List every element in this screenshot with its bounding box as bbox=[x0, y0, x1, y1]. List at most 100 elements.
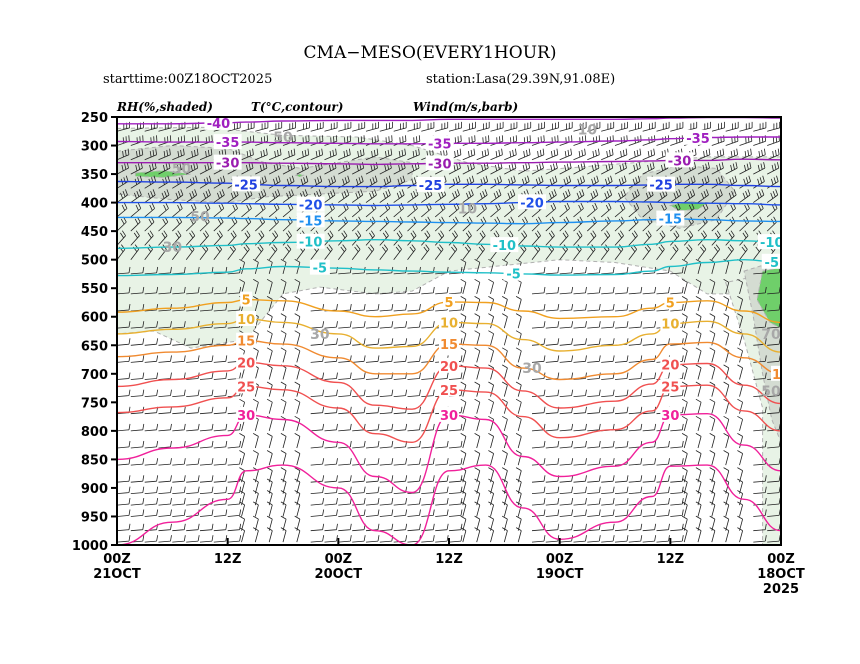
wind-barb bbox=[780, 173, 781, 175]
wind-barb bbox=[515, 415, 522, 432]
wind-barb bbox=[559, 486, 574, 494]
wind-barb bbox=[294, 258, 301, 275]
wind-barb bbox=[488, 433, 494, 449]
wind-barb bbox=[282, 121, 296, 132]
wind-barb bbox=[199, 202, 211, 218]
wind-barb bbox=[144, 286, 159, 295]
wind-barb bbox=[766, 189, 779, 203]
wind-barb bbox=[725, 244, 734, 260]
wind-barb bbox=[186, 148, 199, 161]
wind-barb bbox=[600, 230, 611, 246]
wind-barb bbox=[656, 244, 665, 260]
wind-barb bbox=[695, 313, 702, 329]
wind-barb bbox=[199, 372, 214, 380]
wind-barb bbox=[310, 458, 325, 466]
y-tick-label: 850 bbox=[81, 453, 108, 468]
wind-barb bbox=[144, 175, 157, 189]
wind-barb bbox=[407, 202, 418, 218]
wind-barb bbox=[365, 286, 380, 295]
wind-barb bbox=[587, 189, 599, 203]
wind-barb bbox=[379, 523, 394, 532]
wind-barb bbox=[474, 296, 481, 312]
wind-barb bbox=[239, 450, 245, 466]
contour-label-bg bbox=[213, 154, 242, 170]
wind-barb bbox=[294, 330, 301, 346]
wind-barb bbox=[656, 498, 670, 506]
wind-barb bbox=[241, 216, 252, 232]
temperature-contour bbox=[117, 238, 781, 249]
wind-barb bbox=[670, 509, 684, 517]
wind-barb bbox=[448, 244, 458, 260]
wind-barb bbox=[352, 535, 366, 543]
wind-barb bbox=[545, 162, 558, 175]
wind-barb bbox=[379, 406, 394, 415]
wind-barb bbox=[379, 189, 391, 203]
wind-barb bbox=[697, 148, 711, 161]
wind-barb bbox=[587, 440, 601, 449]
wind-barb bbox=[573, 286, 587, 295]
wind-barb bbox=[545, 498, 560, 506]
y-tick-label: 600 bbox=[81, 311, 108, 326]
wind-barb bbox=[352, 458, 366, 466]
wind-barb bbox=[587, 148, 600, 161]
wind-barb bbox=[434, 230, 445, 246]
rh-contour-label: 50 bbox=[172, 161, 192, 177]
wind-barb bbox=[559, 148, 572, 161]
wind-barb bbox=[614, 475, 629, 483]
wind-barb bbox=[573, 406, 587, 415]
wind-barb bbox=[144, 135, 158, 146]
wind-barb bbox=[407, 189, 419, 203]
wind-barb bbox=[684, 162, 697, 175]
wind-barb bbox=[573, 523, 587, 532]
wind-barb bbox=[266, 450, 273, 466]
wind-barb bbox=[324, 498, 338, 506]
wind-barb bbox=[407, 286, 421, 295]
y-tick-label: 750 bbox=[81, 396, 108, 411]
wind-barb bbox=[421, 509, 435, 517]
wind-barb bbox=[338, 475, 352, 483]
wind-barb bbox=[117, 389, 131, 397]
wind-barb bbox=[545, 286, 560, 295]
wind-barb bbox=[462, 148, 476, 161]
wind-barb bbox=[199, 355, 214, 363]
contour-label-bg bbox=[236, 332, 257, 348]
wind-barb bbox=[186, 486, 200, 494]
wind-barb bbox=[338, 523, 352, 532]
wind-barb bbox=[515, 450, 522, 466]
wind-barb bbox=[172, 423, 186, 432]
wind-barb bbox=[697, 189, 709, 203]
wind-barb bbox=[488, 381, 494, 397]
wind-barb bbox=[117, 135, 130, 146]
wind-barb bbox=[158, 475, 172, 483]
start-time-label: starttime:00Z18OCT2025 bbox=[103, 72, 272, 87]
wind-barb bbox=[117, 423, 131, 432]
wind-barb bbox=[338, 406, 352, 415]
wind-barb bbox=[158, 162, 171, 175]
wind-barb bbox=[324, 535, 338, 543]
temperature-contour-label: -30 bbox=[428, 157, 452, 172]
wind-barb bbox=[474, 433, 481, 449]
wind-barb bbox=[227, 509, 242, 517]
wind-barb bbox=[656, 286, 670, 295]
wind-barb bbox=[725, 162, 738, 175]
wind-barb bbox=[351, 189, 364, 203]
wind-barb bbox=[352, 406, 366, 415]
wind-barb bbox=[545, 458, 560, 466]
wind-barb bbox=[255, 121, 269, 132]
x-tick-label: 00Z bbox=[767, 552, 795, 567]
wind-barb bbox=[614, 486, 629, 494]
contour-label-bg bbox=[232, 176, 261, 192]
wind-barb bbox=[310, 148, 323, 161]
wind-barb bbox=[227, 440, 242, 449]
wind-barb bbox=[310, 498, 325, 506]
wind-barb bbox=[515, 527, 522, 543]
wind-barb bbox=[186, 121, 200, 132]
wind-barb bbox=[172, 266, 186, 275]
wind-barb bbox=[545, 355, 560, 363]
wind-barb bbox=[239, 501, 245, 517]
wind-barb bbox=[753, 304, 767, 312]
wind-barb bbox=[130, 321, 145, 329]
wind-barb bbox=[545, 135, 559, 146]
wind-barb bbox=[780, 202, 781, 203]
wind-barb bbox=[502, 278, 508, 295]
